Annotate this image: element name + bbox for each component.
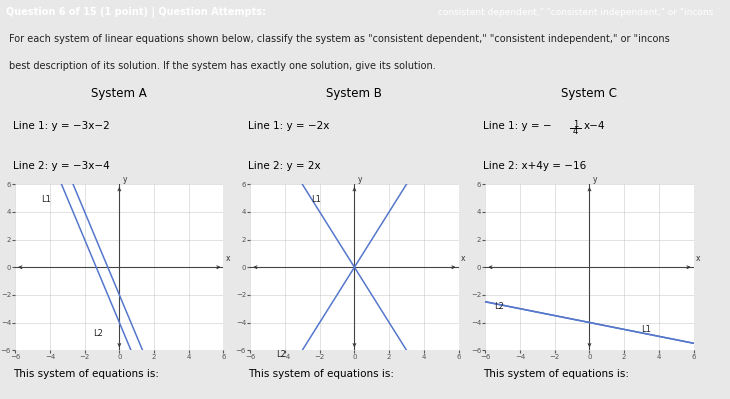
Text: consistent dependent," "consistent independent," or "incons: consistent dependent," "consistent indep… [438,8,713,17]
Text: Line 2: y = 2x: Line 2: y = 2x [248,161,320,171]
Text: Line 1: y = −: Line 1: y = − [483,121,552,131]
Text: L2: L2 [494,302,504,311]
Text: L1: L1 [42,196,51,204]
Text: y: y [358,175,362,184]
Text: This system of equations is:: This system of equations is: [13,369,159,379]
Text: Line 1: y = −3x−2: Line 1: y = −3x−2 [13,121,110,131]
Text: L1: L1 [642,325,651,334]
Text: 1: 1 [573,120,578,129]
Text: System B: System B [326,87,383,101]
Text: L1: L1 [311,196,321,204]
Text: x−4: x−4 [584,121,605,131]
Text: Line 2: y = −3x−4: Line 2: y = −3x−4 [13,161,110,171]
Text: System C: System C [561,87,618,101]
Text: L2: L2 [277,350,286,359]
Text: Line 1: y = −2x: Line 1: y = −2x [248,121,329,131]
Text: y: y [593,175,597,184]
Text: 4: 4 [573,126,578,136]
Text: For each system of linear equations shown below, classify the system as "consist: For each system of linear equations show… [9,34,669,44]
Text: y: y [123,175,127,184]
Text: x: x [461,254,466,263]
Text: System A: System A [91,87,147,101]
Text: x: x [696,254,701,263]
Text: This system of equations is:: This system of equations is: [483,369,629,379]
Text: Question 6 of 15 (1 point) | Question Attempts:: Question 6 of 15 (1 point) | Question At… [6,7,266,18]
Text: L2: L2 [93,330,103,338]
Text: This system of equations is:: This system of equations is: [248,369,394,379]
Text: Line 2: x+4y = −16: Line 2: x+4y = −16 [483,161,586,171]
Text: best description of its solution. If the system has exactly one solution, give i: best description of its solution. If the… [9,61,436,71]
Text: x: x [226,254,231,263]
